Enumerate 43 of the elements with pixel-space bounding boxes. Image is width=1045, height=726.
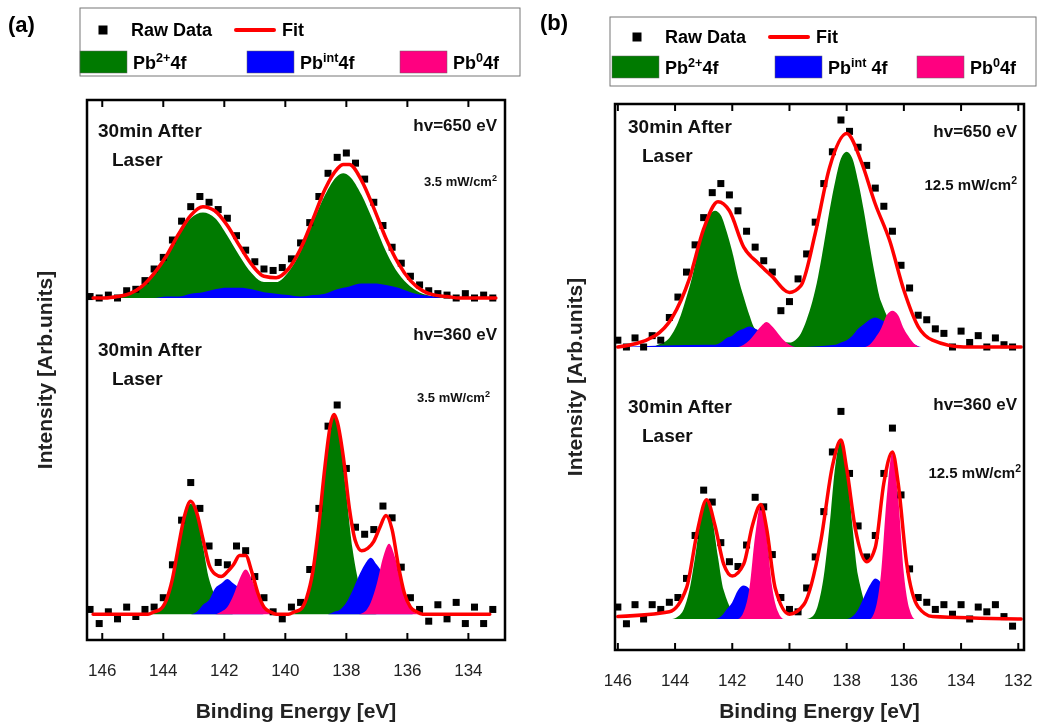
text: 30min After Laser	[98, 339, 203, 390]
x-tick-label: 146	[603, 671, 633, 690]
x-tick-label: 140	[775, 671, 804, 690]
x-tick-label: 140	[271, 661, 300, 680]
y-axis-title: Intensity [Arb.units]	[563, 277, 586, 477]
x-tick-label: 134	[454, 661, 483, 680]
x-tick-label: 144	[149, 661, 178, 680]
x-tick-label: 142	[718, 671, 747, 690]
legend-label: Raw Data	[665, 27, 748, 47]
annotation: 30min After Laser	[628, 396, 733, 447]
legend-label: Pb$^{0}$4f	[970, 56, 1018, 78]
annotation: 12.5 mW/cm$^{2}$	[924, 174, 1018, 193]
annotation: 30min After Laser	[98, 120, 203, 171]
annotation: 3.5 mW/cm$^{2}$	[417, 389, 490, 405]
annotation: 30min After Laser	[628, 116, 733, 167]
legend-label: Pb$^{int}$4f	[300, 51, 356, 73]
legend-label: Fit	[282, 20, 304, 40]
text: hv=360 eV	[413, 325, 498, 344]
x-axis-title: Binding Energy [eV]	[195, 699, 397, 722]
x-tick-label: 136	[889, 671, 919, 690]
chart-title: (b)	[540, 10, 569, 35]
chart-title: (a)	[8, 12, 35, 37]
legend-label: Pb$^{int}$ 4f	[828, 56, 889, 78]
annotation: 3.5 mW/cm$^{2}$	[424, 173, 497, 189]
x-tick-label: 132	[1004, 671, 1033, 690]
annotation: hv=360 eV	[933, 395, 1018, 414]
legend-label: Pb$^{2+}$4f	[665, 56, 720, 78]
annotation: hv=650 eV	[933, 122, 1018, 141]
annotation: 12.5 mW/cm$^{2}$	[928, 462, 1022, 481]
legend-label: Pb$^{2+}$4f	[133, 51, 188, 73]
legend-label: Fit	[816, 27, 838, 47]
legend-label: Pb$^{0}$4f	[453, 51, 501, 73]
x-tick-label: 144	[660, 671, 690, 690]
y-axis-title: Intensity [Arb.units]	[33, 270, 56, 470]
x-tick-label: 142	[210, 661, 239, 680]
x-tick-label: 146	[88, 661, 117, 680]
text: hv=650 eV	[413, 116, 498, 135]
legend-label: Raw Data	[131, 20, 214, 40]
x-tick-label: 134	[946, 671, 976, 690]
x-tick-label: 138	[832, 671, 861, 690]
x-axis-title: Binding Energy [eV]	[719, 699, 920, 722]
x-tick-label: 138	[332, 661, 361, 680]
x-tick-label: 136	[393, 661, 422, 680]
